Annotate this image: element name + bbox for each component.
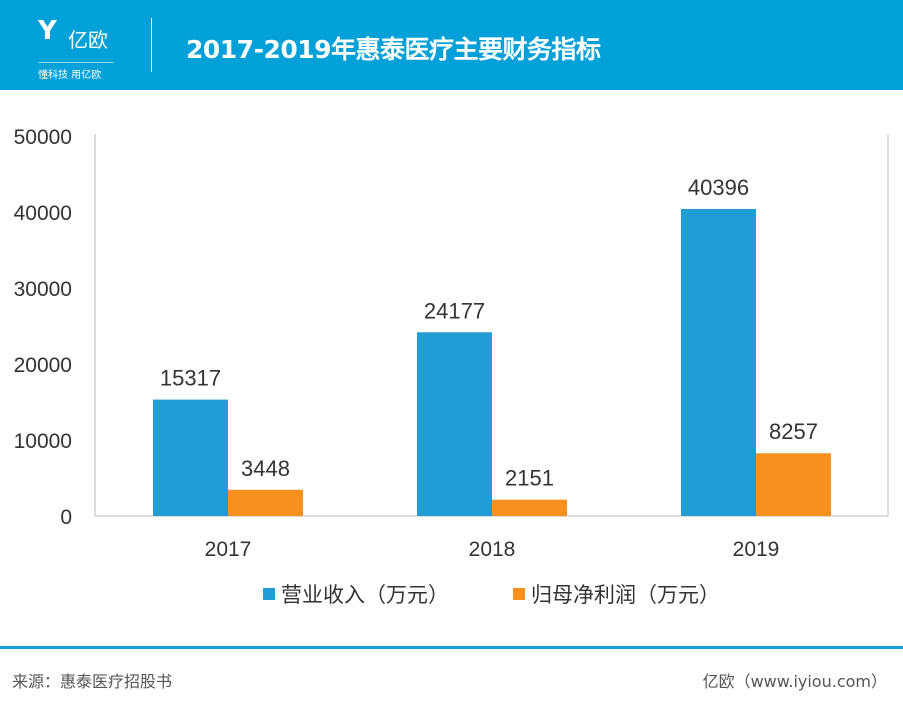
bar-revenue-2018 [417, 332, 492, 516]
logo: Y 亿欧 懂科技 用亿欧 [22, 14, 122, 81]
x-tick-label: 2017 [205, 538, 252, 561]
site-text: 亿欧（www.iyiou.com） [702, 672, 887, 691]
data-label: 24177 [424, 298, 485, 323]
logo-name: 亿欧 [68, 28, 108, 52]
data-label: 40396 [688, 175, 749, 200]
bar-net-profit-2019 [756, 453, 831, 516]
y-tick-label: 40000 [14, 202, 72, 225]
x-tick-label: 2019 [733, 538, 780, 561]
y-tick-label: 10000 [14, 430, 72, 453]
header: Y 亿欧 懂科技 用亿欧 2017-2019年惠泰医疗主要财务指标 [0, 0, 903, 90]
source-text: 来源：惠泰医疗招股书 [12, 672, 173, 691]
bar-chart: 0 10000 20000 30000 40000 50000 2017 15317 3448 2… [14, 126, 889, 607]
y-tick-label: 20000 [14, 354, 72, 377]
bar-revenue-2019 [681, 208, 756, 516]
bar-net-profit-2017 [228, 489, 303, 516]
data-label: 8257 [769, 419, 818, 444]
logo-icon: Y [38, 16, 57, 46]
bar-net-profit-2018 [492, 499, 567, 516]
logo-tagline: 懂科技 用亿欧 [38, 70, 102, 81]
header-divider [151, 18, 152, 72]
legend-swatch [513, 588, 525, 600]
bar-revenue-2017 [153, 399, 228, 516]
y-tick-label: 30000 [14, 278, 72, 301]
y-tick-label: 50000 [14, 126, 72, 149]
x-tick-label: 2018 [469, 538, 516, 561]
data-label: 15317 [160, 366, 221, 391]
y-tick-label: 0 [60, 506, 72, 529]
data-label: 2151 [505, 466, 554, 491]
legend-swatch [263, 588, 275, 600]
data-label: 3448 [241, 456, 290, 481]
page-title: 2017-2019年惠泰医疗主要财务指标 [186, 35, 601, 64]
footer-divider [0, 646, 903, 649]
logo-divider [38, 62, 114, 63]
legend-label: 营业收入（万元） [281, 583, 449, 607]
legend-label: 归母净利润（万元） [531, 583, 720, 607]
